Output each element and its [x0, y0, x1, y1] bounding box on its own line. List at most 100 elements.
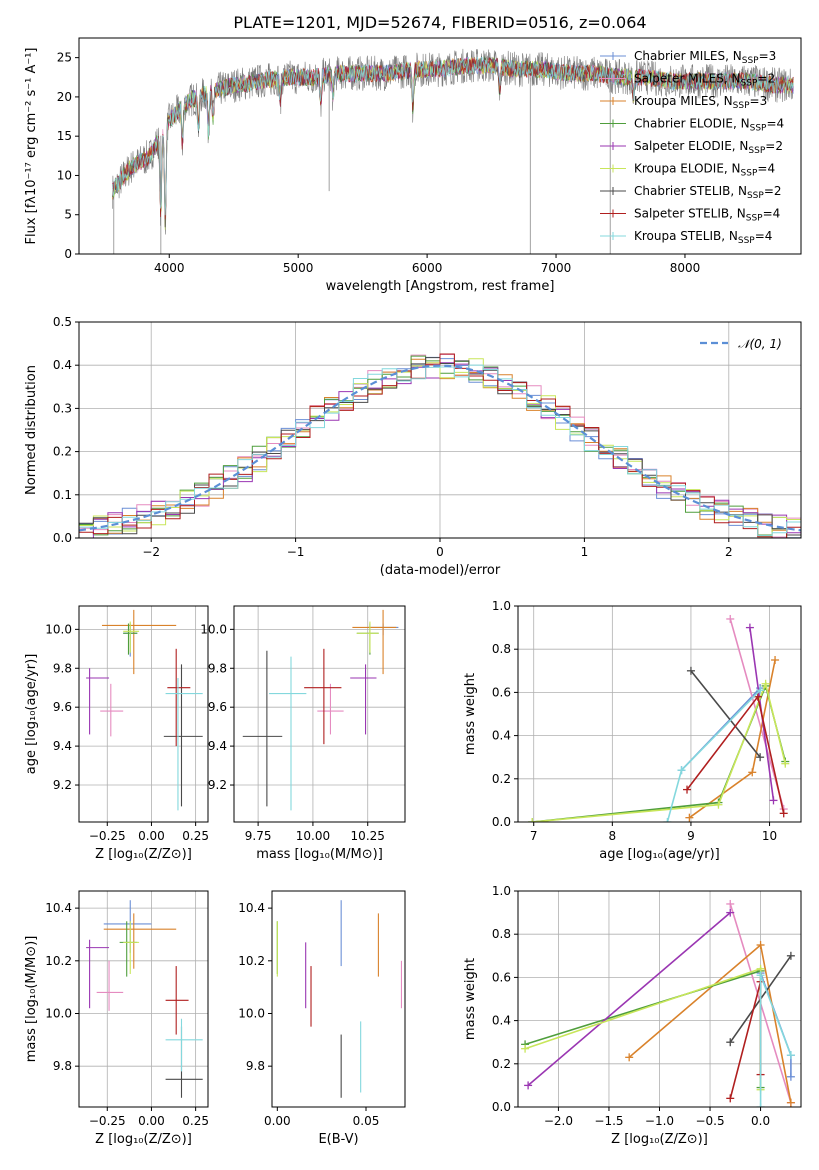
y-tick-label: 10.2 — [45, 954, 72, 968]
x-axis-label: Z [log₁₀(Z/Z⊙)] — [95, 847, 192, 862]
weight-line — [532, 683, 787, 822]
x-tick-label: 0.05 — [353, 1114, 380, 1128]
y-tick-label: 9.8 — [246, 1059, 265, 1073]
legend-entry: Kroupa MILES, NSSP=3 — [634, 94, 767, 111]
histogram-step — [79, 364, 801, 537]
x-tick-label: 5000 — [283, 261, 314, 275]
weight-line — [690, 670, 761, 758]
y-tick-label: 0.3 — [53, 401, 72, 415]
x-tick-label: 0.0 — [751, 1114, 770, 1128]
y-tick-label: 1.0 — [492, 599, 511, 613]
legend-entry: Salpeter ELODIE, NSSP=2 — [634, 139, 783, 156]
x-tick-label: 10.25 — [351, 829, 385, 843]
legend-entry: Chabrier MILES, NSSP=3 — [634, 49, 776, 66]
y-tick-label: 9.6 — [53, 700, 72, 714]
y-tick-label: 10.4 — [238, 901, 265, 915]
x-tick-label: 4000 — [154, 261, 185, 275]
normal-reference-curve — [79, 364, 801, 532]
y-tick-label: 0.0 — [492, 1100, 511, 1114]
x-axis-label: Z [log₁₀(Z/Z⊙)] — [611, 1132, 708, 1147]
weight-line — [729, 981, 762, 1099]
x-axis-label: mass [log₁₀(M/M⊙)] — [256, 847, 383, 862]
spectrum-model-line — [112, 57, 794, 220]
weight-line — [527, 911, 731, 1087]
y-axis-label: Normed distribution — [24, 365, 39, 495]
x-tick-label: −1 — [287, 545, 305, 559]
y-tick-label: 10.0 — [238, 1006, 265, 1020]
x-axis-label: (data-model)/error — [380, 563, 501, 578]
plot-area — [242, 609, 399, 811]
y-tick-label: 0.6 — [492, 970, 511, 984]
y-tick-label: 9.2 — [53, 778, 72, 792]
y-tick-label: 10 — [57, 168, 72, 182]
y-tick-label: 1.0 — [492, 884, 511, 898]
y-tick-label: 9.4 — [53, 739, 72, 753]
y-tick-label: 0.6 — [492, 685, 511, 699]
y-tick-label: 0.4 — [492, 1014, 511, 1028]
plot-area — [521, 899, 795, 1107]
plot-area — [112, 48, 794, 254]
axes-frame — [271, 890, 406, 1108]
y-tick-label: 10.0 — [200, 622, 227, 636]
spectrum-panel: 4000 5000 6000 7000 8000 0 5 10 15 20 25 wavelength… — [24, 37, 802, 294]
y-tick-label: 0.2 — [53, 445, 72, 459]
x-tick-label: 0.25 — [182, 1114, 209, 1128]
y-tick-label: 9.8 — [208, 661, 227, 675]
histogram-step — [79, 353, 801, 538]
x-tick-label: −2 — [142, 545, 160, 559]
y-tick-label: 9.8 — [53, 1059, 72, 1073]
y-axis-label: age [log₁₀(age/yr)] — [24, 654, 39, 775]
histogram-step — [79, 358, 801, 537]
y-tick-label: 10.2 — [238, 954, 265, 968]
y-tick-label: 9.2 — [208, 778, 227, 792]
x-tick-label: 1 — [581, 545, 589, 559]
legend-entry: 𝒩(0, 1) — [738, 337, 782, 351]
y-tick-label: 25 — [57, 51, 72, 65]
y-tick-label: 0.5 — [53, 315, 72, 329]
x-tick-label: 8000 — [670, 261, 701, 275]
weight-line — [729, 618, 785, 810]
y-tick-label: 5 — [64, 208, 72, 222]
y-tick-label: 10.4 — [45, 901, 72, 915]
x-axis-label: E(B-V) — [318, 1132, 358, 1147]
y-tick-label: 10.0 — [45, 622, 72, 636]
mass-vs-extinction-panel: 0.00 0.05 9.8 10.0 10.2 10.4 E(B-V) — [238, 890, 406, 1147]
axes-frame — [517, 605, 802, 823]
x-tick-label: 8 — [609, 829, 617, 843]
x-axis-label: Z [log₁₀(Z/Z⊙)] — [95, 1132, 192, 1147]
x-tick-label: 0.00 — [138, 829, 165, 843]
x-tick-label: −1.0 — [645, 1114, 674, 1128]
plot-area — [276, 900, 403, 1098]
y-axis-label: mass [log₁₀(M/M⊙)] — [24, 936, 39, 1063]
legend-entry: Chabrier STELIB, NSSP=2 — [634, 184, 782, 201]
age-vs-mass-panel: 9.75 10.00 10.25 9.2 9.4 9.6 9.8 10.0 mass [log₁… — [200, 605, 406, 862]
plot-area — [86, 900, 203, 1098]
residual-histogram-panel: −2 −1 0 1 2 0.0 0.1 0.2 0.3 0.4 0.5 (data-model)/er… — [24, 315, 802, 578]
y-tick-label: 10.0 — [45, 1006, 72, 1020]
plot-area — [79, 353, 801, 538]
y-axis-label: Flux [fλ10⁻¹⁷ erg cm⁻² s⁻¹ A⁻¹] — [24, 48, 39, 245]
axes-frame — [78, 37, 802, 255]
axes-frame — [233, 605, 406, 823]
x-axis-label: age [log₁₀(age/yr)] — [599, 847, 720, 862]
x-tick-label: −0.25 — [89, 1114, 126, 1128]
x-tick-label: 6000 — [412, 261, 443, 275]
x-tick-label: −2.0 — [544, 1114, 573, 1128]
figure-title: PLATE=1201, MJD=52674, FIBERID=0516, z=0… — [233, 13, 646, 32]
legend-entry: Kroupa STELIB, NSSP=4 — [634, 229, 772, 246]
x-tick-label: 9 — [687, 829, 695, 843]
weight-line — [532, 681, 787, 822]
x-tick-label: 0.00 — [264, 1114, 291, 1128]
legend-entry: Chabrier ELODIE, NSSP=4 — [634, 117, 784, 134]
x-tick-label: −0.5 — [695, 1114, 724, 1128]
y-tick-label: 0.4 — [53, 358, 72, 372]
y-axis-label: mass weight — [463, 673, 478, 755]
y-tick-label: 0 — [64, 247, 72, 261]
x-tick-label: −0.25 — [89, 829, 126, 843]
legend-entry: Salpeter STELIB, NSSP=4 — [634, 207, 780, 224]
plot-area — [86, 609, 203, 811]
y-tick-label: 0.4 — [492, 729, 511, 743]
axes-frame — [78, 605, 209, 823]
x-tick-label: 10 — [762, 829, 777, 843]
legend-entry: Kroupa ELODIE, NSSP=4 — [634, 162, 775, 179]
